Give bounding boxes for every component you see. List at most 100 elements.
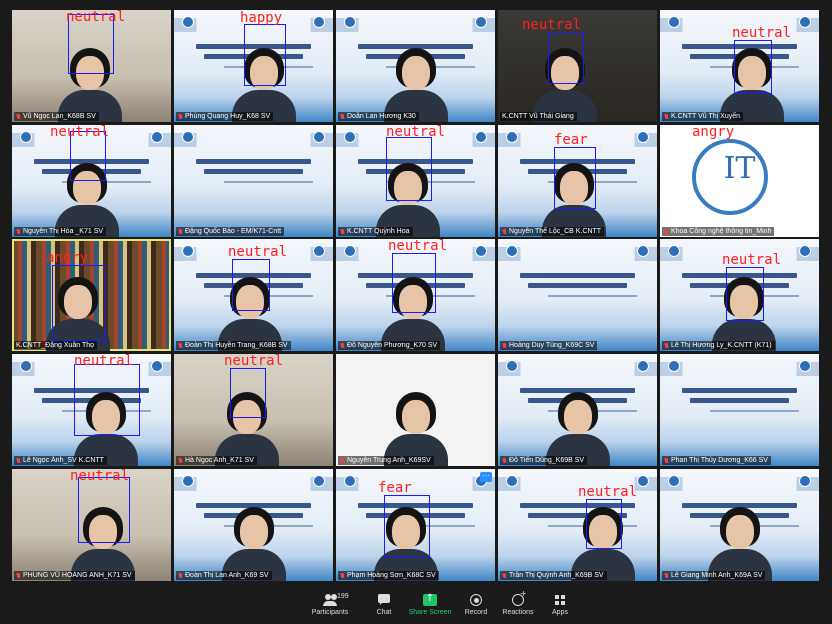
face-detection-box bbox=[548, 32, 584, 84]
participant-tile[interactable]: neutral PHÙNG VŨ HOÀNG ANH_K71 SV bbox=[12, 469, 171, 581]
face-detection-box bbox=[384, 495, 430, 557]
participant-tile[interactable]: Hoàng Duy Tùng_K69C SV bbox=[498, 239, 657, 351]
participant-video bbox=[571, 503, 635, 581]
participants-button[interactable]: 199 Participants bbox=[300, 593, 360, 624]
participant-name-text: Nguyễn Trung Anh_K69SV bbox=[347, 457, 431, 464]
participant-tile[interactable]: Nguyễn Trung Anh_K69SV bbox=[336, 354, 495, 466]
more-options-icon[interactable]: ··· bbox=[480, 471, 492, 482]
slide-decoration bbox=[520, 388, 635, 393]
emotion-label: neutral bbox=[386, 125, 446, 140]
share-screen-button[interactable]: Share Screen bbox=[400, 593, 460, 624]
participant-name: K.CNTT Vũ Thái Giang bbox=[500, 112, 577, 121]
slide-decoration bbox=[520, 503, 635, 508]
emotion-label: neutral bbox=[722, 252, 782, 268]
university-logo-icon bbox=[182, 245, 194, 257]
participant-tile[interactable]: Phan Thị Thùy Dương_K66 SV bbox=[660, 354, 819, 466]
muted-mic-icon bbox=[502, 457, 507, 464]
university-logo-icon bbox=[313, 16, 325, 28]
participant-name-text: Đặng Quốc Bảo - EM/K71-Cntt bbox=[185, 228, 282, 235]
participant-name: Phạm Hoàng Sơn_K68C SV bbox=[338, 571, 439, 580]
participant-tile[interactable]: Lê Giang Minh Anh_K69A SV bbox=[660, 469, 819, 581]
participant-tile[interactable]: neutral Đỗ Nguyễn Phương_K70 SV bbox=[336, 239, 495, 351]
slide-decoration bbox=[358, 503, 473, 508]
participant-tile[interactable]: neutral Trần Thị Quỳnh Anh_K69B SV bbox=[498, 469, 657, 581]
slide-decoration bbox=[386, 525, 475, 527]
face-detection-box bbox=[68, 14, 114, 74]
participant-tile[interactable]: Đoàn Thị Lan Anh_K69 SV bbox=[174, 469, 333, 581]
emotion-label: fear bbox=[554, 132, 588, 148]
muted-mic-icon bbox=[340, 113, 345, 120]
slide-decoration bbox=[682, 388, 797, 393]
participant-tile[interactable]: neutral K.CNTT Vũ Thị Xuyến bbox=[660, 10, 819, 122]
emotion-label: neutral bbox=[224, 354, 284, 369]
participant-tile[interactable]: angry K.CNTT_Đặng Xuân Thọ bbox=[12, 239, 171, 351]
participant-tile[interactable]: neutral K.CNTT Quỳnh Hoa bbox=[336, 125, 495, 237]
slide-decoration bbox=[196, 44, 311, 49]
record-label: Record bbox=[464, 609, 488, 616]
participant-name-text: Phan Thị Thùy Dương_K66 SV bbox=[671, 457, 768, 464]
slide-decoration bbox=[196, 503, 311, 508]
participant-name: Đoàn Thị Lan Anh_K69 SV bbox=[176, 571, 272, 580]
face-detection-box bbox=[386, 137, 432, 201]
slide-decoration bbox=[682, 273, 797, 278]
participants-label: Participants bbox=[311, 609, 349, 616]
participant-tile[interactable]: neutral Vũ Ngọc Lan_K68B SV bbox=[12, 10, 171, 122]
muted-mic-icon bbox=[16, 228, 21, 235]
participant-tile[interactable]: neutral Đoàn Thị Huyền Trang_K68B SV bbox=[174, 239, 333, 351]
record-button[interactable]: Record bbox=[446, 594, 506, 624]
muted-mic-icon bbox=[502, 572, 507, 579]
reactions-button[interactable]: Reactions bbox=[488, 589, 548, 624]
participant-tile[interactable]: IT angry Khoa Công nghệ thông tin_Minh bbox=[660, 125, 819, 237]
slide-decoration bbox=[528, 513, 627, 518]
muted-mic-icon bbox=[178, 113, 183, 120]
muted-mic-icon bbox=[502, 342, 507, 349]
it-logo-text: IT bbox=[723, 151, 756, 186]
participant-name-text: Lê Ngọc Ánh_SV K.CNTT bbox=[23, 457, 104, 464]
participants-icon: 199 bbox=[323, 593, 349, 606]
chat-button[interactable]: Chat bbox=[354, 594, 414, 624]
participant-tile[interactable]: Đỗ Tiến Dũng_K69B SV bbox=[498, 354, 657, 466]
participant-tile[interactable]: happy Phùng Quang Huy_K68 SV bbox=[174, 10, 333, 122]
muted-mic-icon bbox=[502, 228, 507, 235]
emotion-label: neutral bbox=[228, 244, 288, 260]
participant-tile[interactable]: neutral Hà Ngọc Anh_K71 SV bbox=[174, 354, 333, 466]
reactions-label: Reactions bbox=[502, 609, 534, 616]
participant-tile[interactable]: neutral Lê Ngọc Ánh_SV K.CNTT bbox=[12, 354, 171, 466]
participant-name-text: Khoa Công nghệ thông tin_Minh bbox=[671, 228, 772, 235]
participant-name: Đặng Quốc Bảo - EM/K71-Cntt bbox=[176, 227, 285, 236]
participant-tile[interactable]: Đặng Quốc Bảo - EM/K71-Cntt bbox=[174, 125, 333, 237]
face-detection-box bbox=[734, 40, 772, 94]
emotion-label: neutral bbox=[50, 125, 110, 140]
participant-tile[interactable]: fear ··· Phạm Hoàng Sơn_K68C SV bbox=[336, 469, 495, 581]
muted-mic-icon bbox=[340, 457, 345, 464]
muted-mic-icon bbox=[340, 228, 345, 235]
participant-name: Hà Ngọc Anh_K71 SV bbox=[176, 456, 257, 465]
participant-name: Lê Thị Hương Ly_K.CNTT (K71) bbox=[662, 341, 775, 350]
participant-tile[interactable]: neutral Lê Thị Hương Ly_K.CNTT (K71) bbox=[660, 239, 819, 351]
slide-decoration bbox=[520, 159, 635, 164]
participant-tile[interactable]: neutral K.CNTT Vũ Thái Giang bbox=[498, 10, 657, 122]
face-detection-box bbox=[70, 131, 106, 181]
university-logo-icon bbox=[637, 475, 649, 487]
face-detection-box bbox=[232, 259, 270, 311]
participant-name-text: Đoàn Thị Lan Anh_K69 SV bbox=[185, 572, 269, 579]
face-detection-box bbox=[392, 253, 436, 313]
share-screen-icon bbox=[423, 593, 437, 606]
participant-name-text: Nguyễn Thế Lộc_CB K.CNTT bbox=[509, 228, 602, 235]
muted-mic-icon bbox=[16, 572, 21, 579]
university-logo-icon bbox=[637, 131, 649, 143]
participant-tile[interactable]: fear Nguyễn Thế Lộc_CB K.CNTT bbox=[498, 125, 657, 237]
muted-mic-icon bbox=[340, 572, 345, 579]
participant-tile[interactable]: neutral Nguyễn Thị Hòa _K71 SV bbox=[12, 125, 171, 237]
participant-name: Nguyễn Thế Lộc_CB K.CNTT bbox=[500, 227, 605, 236]
participant-name-text: Đoàn Thị Huyền Trang_K68B SV bbox=[185, 342, 288, 349]
slide-decoration bbox=[358, 273, 473, 278]
face-detection-box bbox=[554, 147, 596, 209]
participant-tile[interactable]: Doãn Lan Hương K30 bbox=[336, 10, 495, 122]
muted-mic-icon bbox=[664, 228, 669, 235]
apps-button[interactable]: Apps bbox=[530, 594, 590, 624]
emotion-label: angry bbox=[692, 125, 735, 140]
participant-name-text: PHÙNG VŨ HOÀNG ANH_K71 SV bbox=[23, 572, 132, 579]
participant-video bbox=[712, 273, 776, 351]
face-detection-box bbox=[726, 267, 764, 321]
